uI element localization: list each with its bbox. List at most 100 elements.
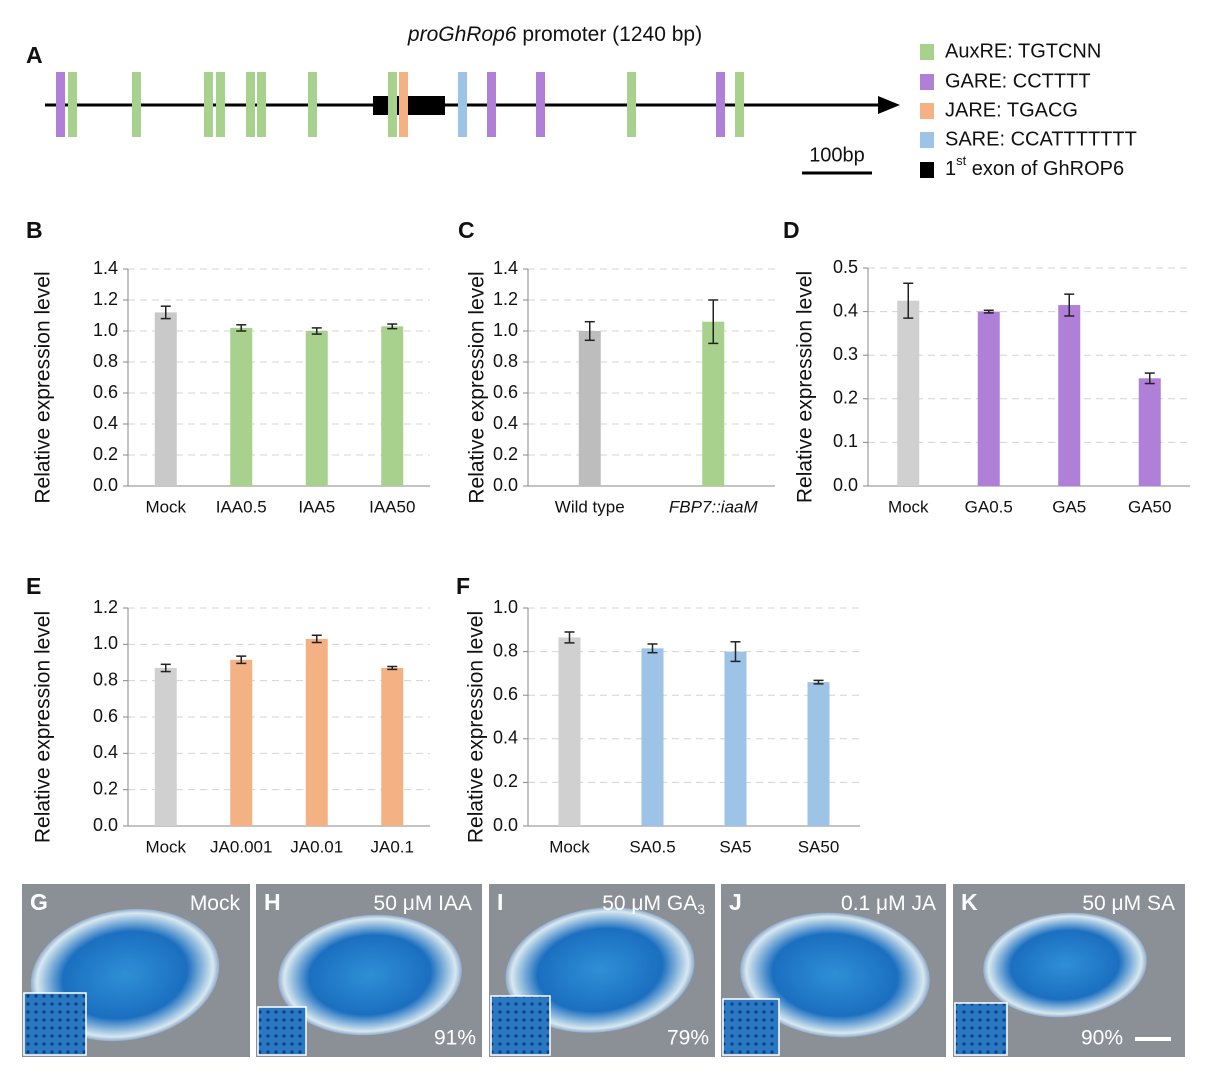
x-tick-label: GA0.5 [965,497,1013,516]
x-tick-label: Mock [145,497,186,516]
y-axis-label: Relative expression level [32,271,55,503]
percent: 90% [1081,1027,1123,1050]
title-italic: proGhRop6 [407,23,517,46]
x-tick-label: Mock [549,837,590,856]
y-tick-label: 0.5 [833,257,858,277]
seed [505,907,695,1033]
panel-letter: F [456,573,470,599]
y-axis-label: Relative expression level [794,271,817,503]
photo: K 50 μM SA 90% [953,884,1185,1057]
exon-sup: st [956,153,967,168]
y-tick-label: 1.0 [493,320,518,340]
error-bar [903,282,914,319]
title-rest: promoter (1240 bp) [516,23,702,46]
x-tick-label: IAA50 [369,497,415,516]
caption-text: 0.1 μM JA [841,892,936,915]
y-tick-label: 0.0 [493,815,518,835]
caption-text: 50 μM SA [1082,892,1175,915]
error-bar [387,323,398,330]
x-tick-label: JA0.01 [290,837,343,856]
y-tick-label: 0.0 [833,475,858,495]
legend-label: AuxRE: TGTCNN [945,40,1101,62]
y-tick-label: 0.4 [493,413,518,433]
y-tick-label: 0.6 [93,706,118,726]
error-bar [1064,293,1075,317]
bar [977,311,1000,486]
seed [983,912,1147,1018]
sare [458,72,467,137]
y-tick-label: 1.4 [93,258,118,278]
legend: AuxRE: TGTCNN GARE: CCTTTT JARE: TGACG S… [920,40,1137,180]
photo: G Mock [22,884,250,1057]
exon-rest: exon of GhROP6 [966,158,1124,180]
legend-swatch [920,132,934,148]
y-tick-label: 0.8 [93,351,118,371]
auxre [308,72,317,137]
auxre [132,72,141,137]
y-axis-label: Relative expression level [465,611,488,843]
caption: Mock [190,892,241,915]
bar [381,326,404,486]
auxre [735,72,744,137]
gare [536,72,545,137]
auxre [204,72,213,137]
y-tick-label: 0.4 [833,300,858,320]
photo: I 50 μM GA3 79% [489,884,715,1057]
error-bar [1144,372,1155,385]
bar [230,659,253,826]
inset [23,992,87,1056]
inset [722,998,780,1056]
bar [724,651,747,826]
x-tick-label: Wild type [555,497,625,516]
bar [230,327,253,486]
y-tick-label: 0.0 [493,475,518,495]
bar [305,331,328,486]
bar [305,638,328,826]
auxre [68,72,77,137]
caption: 50 μM IAA [374,892,472,915]
y-tick-label: 0.4 [493,728,518,748]
promoter-title: proGhRop6 promoter (1240 bp) [407,23,702,46]
y-tick-label: 0.2 [93,778,118,798]
legend-swatch [920,103,934,119]
charts: 0.0 0.2 0.4 0.6 0.8 1.0 1.2 1.4 Relative express… [26,217,1190,856]
y-tick-label: 0.8 [493,640,518,660]
bar [154,312,177,486]
exon-main: 1 [945,158,956,180]
arrow-head [878,96,900,114]
x-tick-label: IAA5 [298,497,335,516]
inset [257,1006,307,1056]
y-tick-label: 1.0 [493,597,518,617]
legend-swatch [920,74,934,90]
y-tick-label: 0.2 [493,444,518,464]
panel-letter: G [30,889,48,915]
error-bar [236,324,247,332]
photo: H 50 μM IAA 91% [256,884,482,1057]
seed [740,912,930,1038]
bar [807,682,830,826]
legend-label: 1st exon of GhROP6 [945,153,1124,180]
bar [641,648,664,826]
x-tick-label: SA5 [719,837,751,856]
y-tick-label: 0.2 [833,388,858,408]
gare [716,72,725,137]
x-tick-label: JA0.1 [371,837,414,856]
error-bar [236,655,247,665]
x-tick-label: Mock [888,497,929,516]
y-tick-label: 0.2 [493,771,518,791]
auxre [246,72,255,137]
panel-letter: C [458,217,475,243]
bar [578,331,601,486]
photo: J 0.1 μM JA [721,884,946,1057]
gare [56,72,65,137]
panel-letter: D [783,217,800,243]
auxre [627,72,636,137]
caption-sub: 3 [697,901,705,917]
caption-text: 50 μM IAA [374,892,472,915]
bar-chart: 0.0 0.2 0.4 0.6 0.8 1.0 1.2 Relative expression… [26,573,430,856]
error-bar [983,309,994,314]
y-axis-label: Relative expression level [466,271,489,503]
panel-letter: E [26,573,41,599]
y-tick-label: 1.2 [493,289,518,309]
